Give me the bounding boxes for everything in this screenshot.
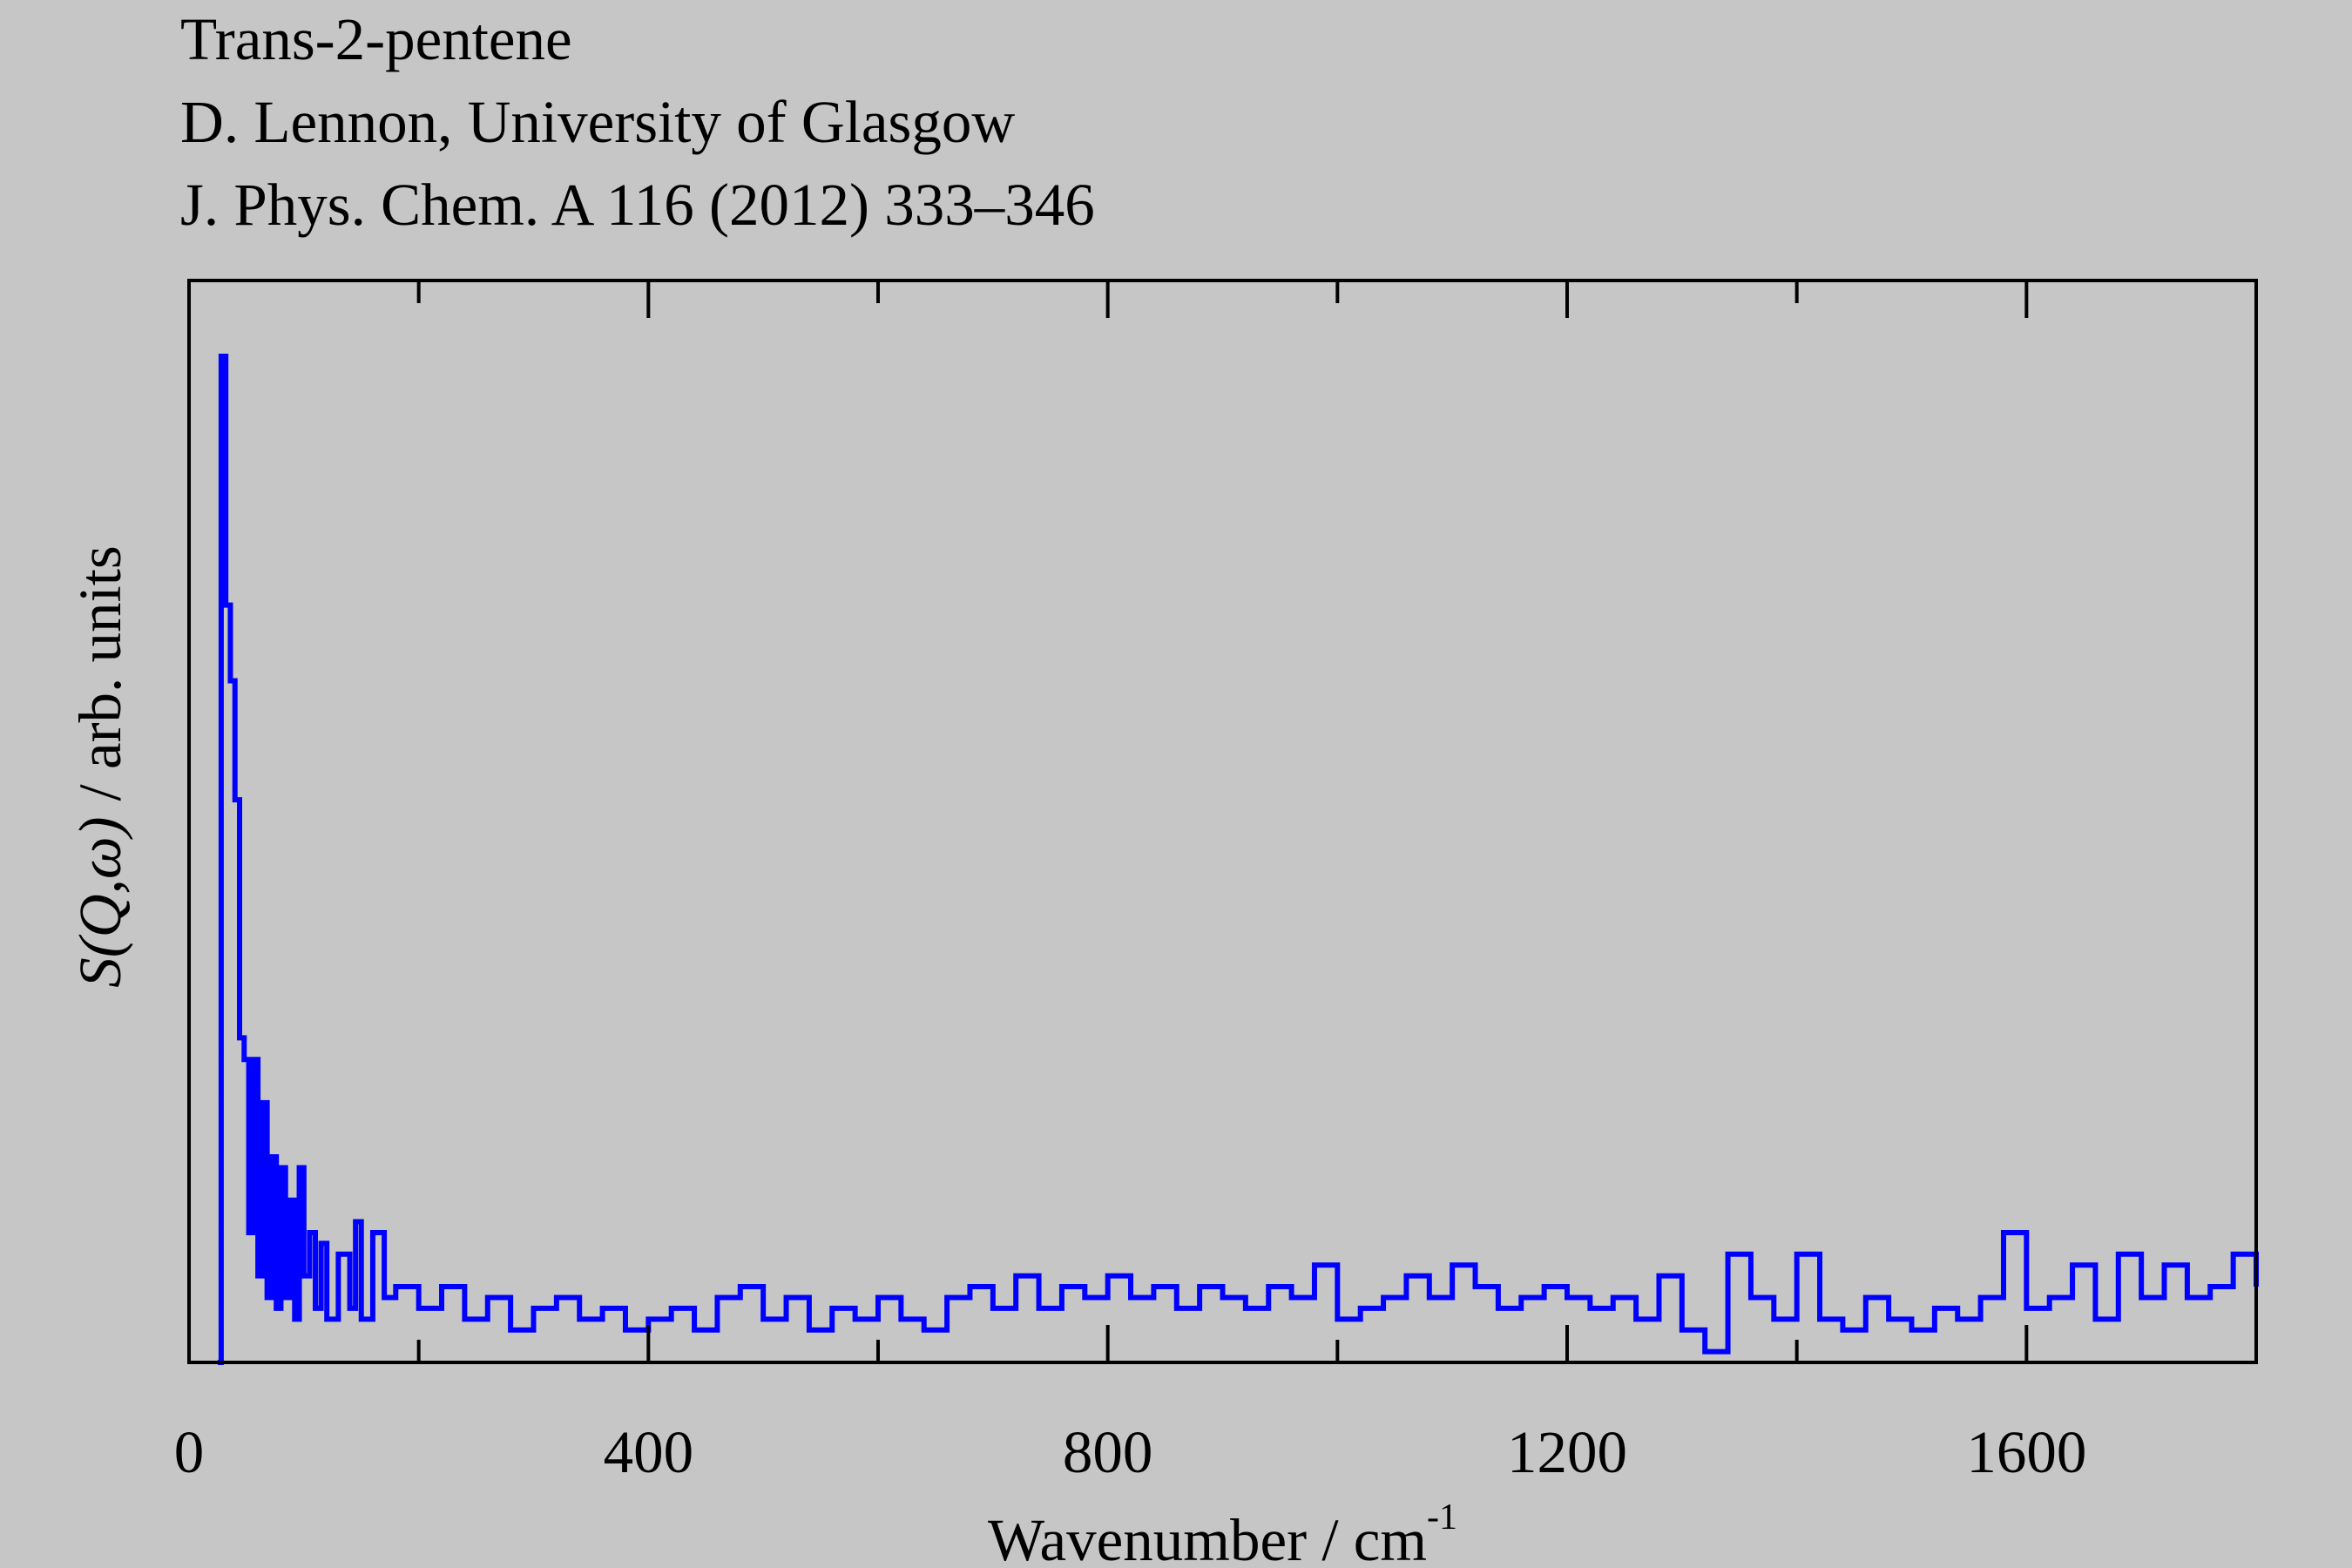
x-axis-label: Wavenumber / cm-1 <box>988 1497 1457 1568</box>
x-tick-label: 400 <box>604 1419 694 1485</box>
x-axis-label-text: Wavenumber / cm <box>988 1507 1427 1568</box>
x-axis-label-sup: -1 <box>1427 1497 1457 1538</box>
x-tick-label: 0 <box>174 1419 205 1485</box>
title-line: Trans-2-pentene <box>180 6 572 72</box>
spectrum-line <box>217 353 2259 1365</box>
title-line: J. Phys. Chem. A 116 (2012) 333–346 <box>180 172 1095 238</box>
y-axis-label: S(Q,ω) / arb. units <box>67 545 133 987</box>
x-tick-label: 1600 <box>1966 1419 2086 1485</box>
x-tick-label: 1200 <box>1507 1419 1627 1485</box>
y-axis-label-italic: S(Q,ω) <box>67 816 133 987</box>
y-axis-label-text: / arb. units <box>67 545 133 801</box>
plot-frame <box>187 279 2258 1364</box>
x-tick-label: 800 <box>1063 1419 1153 1485</box>
title-line: D. Lennon, University of Glasgow <box>180 89 1015 155</box>
